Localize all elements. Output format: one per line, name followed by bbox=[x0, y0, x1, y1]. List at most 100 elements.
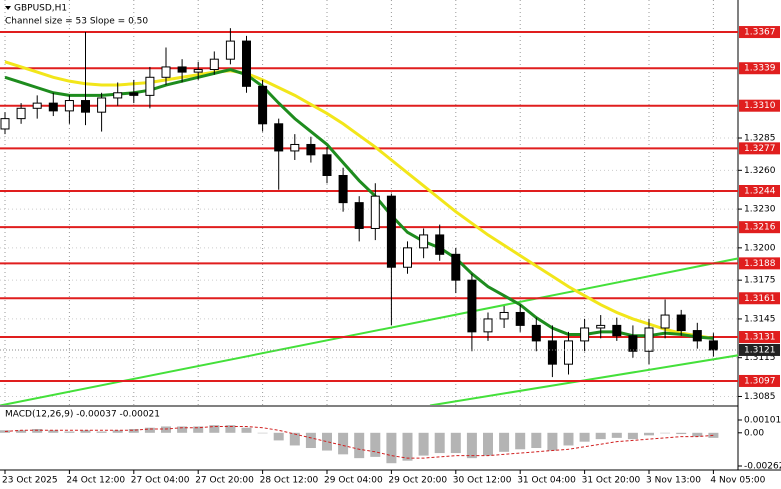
level-label-box bbox=[739, 142, 780, 155]
candle-body bbox=[547, 340, 557, 365]
macd-bar bbox=[611, 432, 622, 438]
level-label: 1.3216 bbox=[744, 223, 776, 233]
macd-bar bbox=[483, 432, 493, 456]
candle-body bbox=[32, 102, 42, 109]
candle-body bbox=[708, 340, 718, 351]
level-label: 1.3097 bbox=[744, 376, 776, 386]
level-label: 1.3277 bbox=[744, 144, 776, 154]
level-label: 1.3244 bbox=[744, 186, 776, 196]
macd-bar bbox=[48, 430, 59, 433]
macd-bar bbox=[338, 432, 349, 455]
level-label-box bbox=[739, 292, 780, 305]
candle-body bbox=[612, 324, 622, 337]
candle-body bbox=[564, 340, 573, 365]
level-label-box bbox=[739, 62, 780, 75]
current-price-box bbox=[739, 343, 780, 356]
x-tick-label: 28 Oct 12:00 bbox=[260, 476, 319, 486]
level-label-box bbox=[739, 184, 780, 197]
macd-bar bbox=[708, 432, 719, 438]
candle-body bbox=[531, 324, 541, 342]
macd-bar bbox=[257, 432, 268, 434]
candle-body bbox=[451, 253, 461, 281]
macd-bar bbox=[112, 430, 123, 433]
macd-bar bbox=[80, 430, 91, 433]
macd-bar bbox=[289, 432, 300, 446]
signal-line bbox=[4, 425, 714, 459]
macd-bar bbox=[627, 432, 638, 440]
overlay: GBPUSD,H1 Channel size = 53 Slope = 0.50… bbox=[2, 4, 781, 486]
price-pane bbox=[0, 0, 738, 405]
moving-average bbox=[4, 67, 714, 340]
chart-subtitle: Channel size = 53 Slope = 0.50 bbox=[5, 17, 148, 27]
candle-body bbox=[145, 76, 155, 96]
x-tick-label: 4 Nov 05:00 bbox=[710, 476, 765, 486]
macd-title: MACD(12,26,9) -0.00037 -0.00021 bbox=[5, 410, 160, 420]
candle-body bbox=[113, 92, 123, 99]
macd-bar bbox=[595, 432, 606, 440]
macd-bar bbox=[322, 432, 332, 451]
candle-body bbox=[338, 174, 348, 204]
x-tick-label: 3 Nov 13:00 bbox=[646, 476, 701, 486]
level-label: 1.3310 bbox=[744, 101, 776, 111]
macd-bar bbox=[144, 427, 155, 433]
macd-bar bbox=[466, 432, 477, 459]
y-tick-label: 1.3145 bbox=[744, 314, 776, 324]
macd-bar bbox=[128, 428, 139, 433]
macd-bar bbox=[515, 432, 526, 450]
x-tick-label: 31 Oct 20:00 bbox=[582, 476, 641, 486]
candle-body bbox=[580, 327, 590, 342]
candle-body bbox=[515, 311, 525, 326]
level-label: 1.3131 bbox=[744, 333, 776, 343]
candle-body bbox=[242, 40, 251, 87]
level-label-box bbox=[739, 99, 780, 112]
level-label-box bbox=[739, 331, 780, 344]
macd-bar bbox=[354, 432, 365, 459]
candle-body bbox=[692, 330, 702, 342]
macd-bar bbox=[644, 432, 654, 436]
level-label-box bbox=[739, 257, 780, 270]
candle-body bbox=[129, 92, 139, 96]
candle-body bbox=[596, 324, 606, 329]
candle-body bbox=[97, 97, 107, 113]
y-tick-label: 1.3085 bbox=[744, 392, 776, 402]
macd-bar bbox=[692, 432, 703, 437]
candle-body bbox=[81, 100, 90, 113]
y-tick-label: 1.3200 bbox=[744, 243, 776, 253]
candle-body bbox=[354, 202, 364, 229]
y-tick-label: 1.3175 bbox=[744, 276, 776, 286]
x-tick-label: 23 Oct 2025 bbox=[2, 476, 58, 486]
candle-body bbox=[209, 58, 219, 71]
candle-body bbox=[322, 154, 332, 176]
x-tick-label: 29 Oct 20:00 bbox=[388, 476, 447, 486]
macd-bar bbox=[305, 432, 316, 449]
level-label-box bbox=[739, 374, 780, 387]
macd-bar bbox=[193, 426, 204, 433]
macd-bar bbox=[531, 432, 542, 449]
macd-bar bbox=[676, 432, 687, 435]
macd-bar bbox=[660, 432, 671, 434]
candle-body bbox=[290, 143, 300, 152]
x-tick-label: 27 Oct 20:00 bbox=[195, 476, 254, 486]
macd-bar bbox=[96, 431, 107, 433]
x-tick-label: 31 Oct 04:00 bbox=[517, 476, 576, 486]
moving-average bbox=[4, 60, 714, 340]
menu-arrow bbox=[5, 6, 11, 10]
y-tick-label: 1.3260 bbox=[744, 166, 776, 176]
x-tick-label: 27 Oct 04:00 bbox=[131, 476, 190, 486]
candle-body bbox=[370, 195, 380, 229]
macd-bar bbox=[225, 425, 236, 433]
candle-body bbox=[16, 107, 26, 120]
macd-bar bbox=[418, 432, 429, 456]
level-label-box bbox=[739, 221, 780, 234]
candle-body bbox=[499, 311, 509, 320]
candle-body bbox=[225, 40, 235, 60]
level-label: 1.3188 bbox=[744, 259, 776, 269]
macd-bar bbox=[499, 432, 510, 452]
candle-body bbox=[306, 143, 316, 156]
candle-body bbox=[419, 234, 429, 249]
candle-body bbox=[435, 234, 445, 255]
level-label-box bbox=[739, 26, 780, 39]
x-tick-label: 24 Oct 12:00 bbox=[66, 476, 125, 486]
